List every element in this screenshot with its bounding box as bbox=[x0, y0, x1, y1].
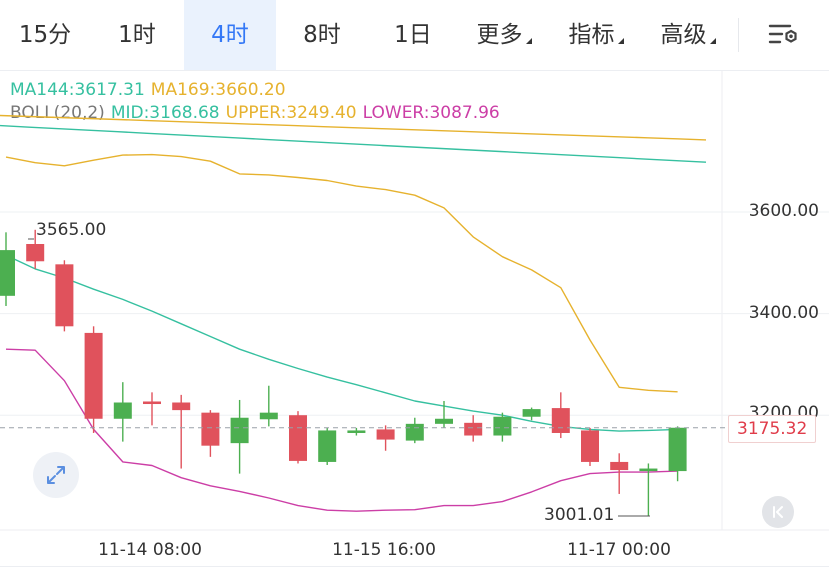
ma-legend: MA144:3617.31 MA169:3660.20 bbox=[10, 80, 292, 100]
bullish-candle bbox=[493, 416, 512, 436]
bearish-candle bbox=[581, 430, 599, 462]
caret-icon bbox=[617, 38, 624, 44]
low-price-annotation: 3001.01 bbox=[544, 505, 615, 525]
bullish-candle bbox=[318, 430, 337, 462]
ma144-value: MA144:3617.31 bbox=[10, 80, 145, 100]
bullish-candle bbox=[259, 412, 278, 420]
bearish-candle bbox=[143, 401, 161, 405]
x-tick-label: 11-17 00:00 bbox=[567, 540, 671, 560]
candlestick-chart[interactable] bbox=[0, 70, 829, 566]
bearish-candle bbox=[551, 408, 570, 433]
chart-settings-button[interactable] bbox=[738, 0, 829, 70]
bottom-divider bbox=[0, 566, 829, 567]
x-tick-label: 11-14 08:00 bbox=[98, 540, 202, 560]
bullish-candle bbox=[522, 409, 541, 417]
y-tick-label: 3600.00 bbox=[748, 201, 819, 221]
bearish-candle bbox=[464, 422, 483, 436]
expand-chart-button[interactable] bbox=[33, 452, 79, 498]
boll-upper-value: UPPER:3249.40 bbox=[225, 103, 357, 123]
bullish-candle bbox=[405, 423, 424, 441]
caret-icon bbox=[709, 38, 716, 44]
current-price-tag: 3175.32 bbox=[728, 415, 817, 443]
bearish-candle bbox=[610, 461, 629, 471]
high-price-annotation: 3565.00 bbox=[36, 220, 107, 240]
boll-lower-line bbox=[5, 348, 678, 512]
bullish-candle bbox=[639, 468, 658, 472]
bearish-candle bbox=[289, 415, 307, 461]
ma169-value: MA169:3660.20 bbox=[150, 80, 286, 100]
bullish-candle bbox=[347, 430, 366, 433]
y-tick-label: 3400.00 bbox=[748, 303, 819, 323]
bullish-candle bbox=[113, 402, 132, 419]
ma169-line bbox=[0, 114, 707, 141]
ma144-line bbox=[0, 124, 707, 163]
tab-4h[interactable]: 4时 bbox=[184, 0, 276, 70]
toolbar-divider bbox=[738, 18, 739, 52]
bullish-candle bbox=[230, 417, 249, 444]
boll-upper-line bbox=[5, 153, 678, 393]
chart-settings-icon bbox=[768, 24, 797, 44]
bullish-candle bbox=[435, 418, 453, 424]
boll-lower-value: LOWER:3087.96 bbox=[362, 103, 500, 123]
boll-legend: BOLL(20,2) MID:3168.68 UPPER:3249.40 LOWER:… bbox=[10, 103, 506, 123]
bearish-candle bbox=[84, 332, 103, 419]
tab-indicators[interactable]: 指标 bbox=[552, 0, 640, 70]
scroll-to-latest-button[interactable] bbox=[762, 496, 794, 528]
bullish-candle bbox=[668, 427, 687, 472]
bearish-candle bbox=[26, 244, 45, 262]
boll-mid-line bbox=[5, 254, 678, 432]
bearish-candle bbox=[55, 264, 74, 327]
bullish-candle bbox=[0, 250, 15, 296]
boll-mid-value: MID:3168.68 bbox=[110, 103, 220, 123]
x-tick-label: 11-15 16:00 bbox=[332, 540, 436, 560]
tab-15m[interactable]: 15分 bbox=[18, 22, 72, 48]
bearish-candle bbox=[201, 412, 220, 446]
expand-icon bbox=[47, 466, 65, 484]
scroll-to-latest-icon bbox=[773, 506, 783, 518]
caret-icon bbox=[525, 38, 532, 44]
bearish-candle bbox=[376, 429, 395, 440]
tab-1h[interactable]: 1时 bbox=[118, 22, 156, 48]
tab-more[interactable]: 更多 bbox=[460, 0, 548, 70]
tab-8h[interactable]: 8时 bbox=[303, 22, 341, 48]
timeframe-toolbar: 15分 1时 4时 8时 1日 更多 指标 高级 bbox=[0, 0, 829, 71]
tab-1d[interactable]: 1日 bbox=[394, 22, 432, 48]
tab-advanced[interactable]: 高级 bbox=[643, 0, 733, 70]
bearish-candle bbox=[172, 402, 191, 411]
